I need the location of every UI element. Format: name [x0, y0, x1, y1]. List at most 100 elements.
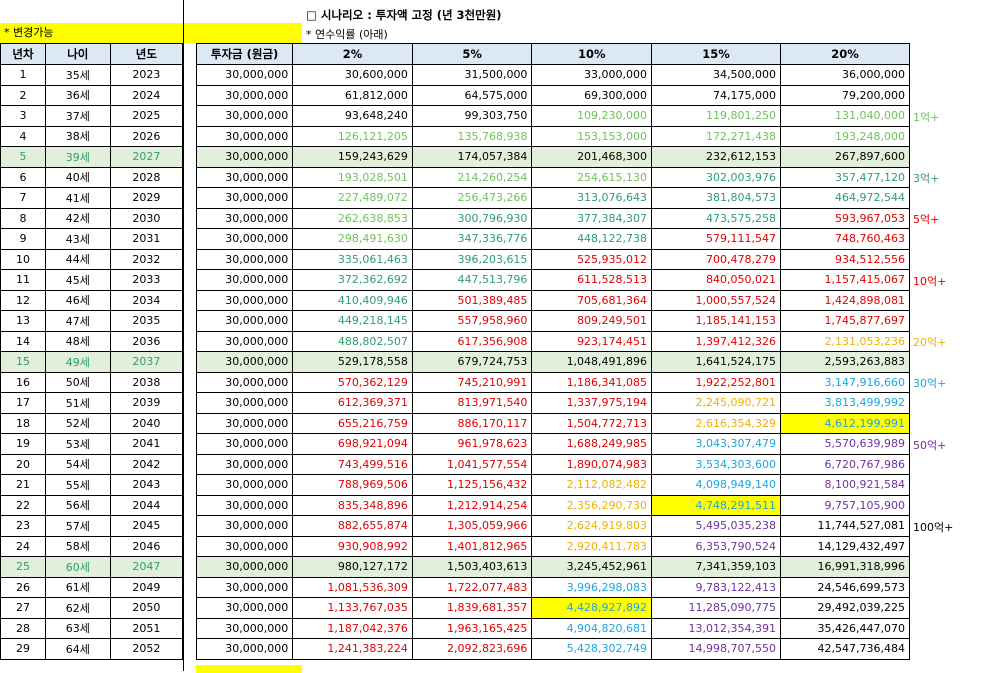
- value-cell[interactable]: 381,804,573: [651, 187, 782, 209]
- year-cell[interactable]: 2041: [109, 433, 184, 455]
- value-cell[interactable]: 64,575,000: [411, 84, 533, 106]
- age-cell[interactable]: 61세: [44, 576, 111, 598]
- table-row[interactable]: 11 45세 2033: [0, 269, 184, 291]
- value-cell[interactable]: 153,153,000: [531, 125, 653, 147]
- age-cell[interactable]: 35세: [44, 64, 111, 86]
- age-cell[interactable]: 48세: [44, 330, 111, 352]
- value-cell[interactable]: 464,972,544: [780, 187, 910, 209]
- value-cell[interactable]: 99,303,750: [411, 105, 533, 127]
- table-row[interactable]: 30,000,000 335,061,463 396,203,615 525,935,…: [195, 248, 910, 270]
- value-cell[interactable]: 2,245,090,721: [651, 392, 782, 414]
- table-row[interactable]: 30,000,000 1,081,536,309 1,722,077,483 3,99…: [195, 576, 910, 598]
- value-cell[interactable]: 501,389,485: [411, 289, 533, 311]
- value-cell[interactable]: 267,897,600: [780, 146, 910, 168]
- value-cell[interactable]: 93,648,240: [292, 105, 413, 127]
- age-cell[interactable]: 40세: [44, 166, 111, 188]
- value-cell[interactable]: 262,638,853: [292, 207, 413, 229]
- table-row[interactable]: 30,000,000 788,969,506 1,125,156,432 2,112,…: [195, 474, 910, 496]
- value-cell[interactable]: 1,839,681,357: [411, 597, 533, 619]
- value-cell[interactable]: 2,356,290,730: [531, 494, 653, 516]
- age-cell[interactable]: 36세: [44, 84, 111, 106]
- value-cell[interactable]: 700,478,279: [651, 248, 782, 270]
- value-cell[interactable]: 1,688,249,985: [531, 433, 653, 455]
- value-cell[interactable]: 372,362,692: [292, 269, 413, 291]
- value-cell[interactable]: 1,081,536,309: [292, 576, 413, 598]
- value-cell[interactable]: 5,495,035,238: [651, 515, 782, 537]
- value-cell[interactable]: 1,401,812,965: [411, 535, 533, 557]
- table-row[interactable]: 22 56세 2044: [0, 494, 184, 516]
- principal-cell[interactable]: 30,000,000: [195, 412, 294, 434]
- value-cell[interactable]: 174,057,384: [411, 146, 533, 168]
- value-cell[interactable]: 193,028,501: [292, 166, 413, 188]
- value-cell[interactable]: 335,061,463: [292, 248, 413, 270]
- value-cell[interactable]: 74,175,000: [651, 84, 782, 106]
- value-cell[interactable]: 302,003,976: [651, 166, 782, 188]
- year-cell[interactable]: 2027: [109, 146, 184, 168]
- year-cell[interactable]: 2039: [109, 392, 184, 414]
- table-row[interactable]: 14 48세 2036: [0, 330, 184, 352]
- table-row[interactable]: 12 46세 2034: [0, 289, 184, 311]
- principal-cell[interactable]: 30,000,000: [195, 228, 294, 250]
- year-index-cell[interactable]: 25: [0, 556, 46, 578]
- value-cell[interactable]: 745,210,991: [411, 371, 533, 393]
- year-cell[interactable]: 2023: [109, 64, 184, 86]
- table-row[interactable]: 10 44세 2032: [0, 248, 184, 270]
- principal-cell[interactable]: 30,000,000: [195, 515, 294, 537]
- principal-cell[interactable]: 30,000,000: [195, 576, 294, 598]
- year-index-cell[interactable]: 11: [0, 269, 46, 291]
- value-cell[interactable]: 525,935,012: [531, 248, 653, 270]
- table-row[interactable]: 4 38세 2026: [0, 125, 184, 147]
- principal-cell[interactable]: 30,000,000: [195, 310, 294, 332]
- value-cell[interactable]: 1,000,557,524: [651, 289, 782, 311]
- table-row[interactable]: 26 61세 2049: [0, 576, 184, 598]
- value-cell[interactable]: 3,147,916,660: [780, 371, 910, 393]
- value-cell[interactable]: 1,185,141,153: [651, 310, 782, 332]
- table-row[interactable]: 18 52세 2040: [0, 412, 184, 434]
- value-cell[interactable]: 30,600,000: [292, 64, 413, 86]
- value-cell[interactable]: 5,428,302,749: [531, 638, 653, 660]
- value-cell[interactable]: 1,504,772,713: [531, 412, 653, 434]
- year-cell[interactable]: 2050: [109, 597, 184, 619]
- year-index-cell[interactable]: 12: [0, 289, 46, 311]
- value-cell[interactable]: 449,218,145: [292, 310, 413, 332]
- value-cell[interactable]: 930,908,992: [292, 535, 413, 557]
- value-cell[interactable]: 35,426,447,070: [780, 617, 910, 639]
- year-index-cell[interactable]: 29: [0, 638, 46, 660]
- year-index-cell[interactable]: 3: [0, 105, 46, 127]
- year-index-cell[interactable]: 2: [0, 84, 46, 106]
- year-index-cell[interactable]: 18: [0, 412, 46, 434]
- table-row[interactable]: 6 40세 2028: [0, 166, 184, 188]
- year-cell[interactable]: 2030: [109, 207, 184, 229]
- table-row[interactable]: 23 57세 2045: [0, 515, 184, 537]
- value-cell[interactable]: 5,570,639,989: [780, 433, 910, 455]
- principal-cell[interactable]: 30,000,000: [195, 597, 294, 619]
- value-cell[interactable]: 980,127,172: [292, 556, 413, 578]
- value-cell[interactable]: 298,491,630: [292, 228, 413, 250]
- value-cell[interactable]: 69,300,000: [531, 84, 653, 106]
- value-cell[interactable]: 447,513,796: [411, 269, 533, 291]
- table-row[interactable]: 19 53세 2041: [0, 433, 184, 455]
- age-cell[interactable]: 50세: [44, 371, 111, 393]
- value-cell[interactable]: 743,499,516: [292, 453, 413, 475]
- value-cell[interactable]: 3,996,298,083: [531, 576, 653, 598]
- table-row[interactable]: 30,000,000 61,812,000 64,575,000 69,300,000…: [195, 84, 910, 106]
- value-cell[interactable]: 109,230,000: [531, 105, 653, 127]
- table-row[interactable]: 17 51세 2039: [0, 392, 184, 414]
- value-cell[interactable]: 159,243,629: [292, 146, 413, 168]
- year-index-cell[interactable]: 4: [0, 125, 46, 147]
- value-cell[interactable]: 809,249,501: [531, 310, 653, 332]
- year-index-cell[interactable]: 7: [0, 187, 46, 209]
- year-cell[interactable]: 2038: [109, 371, 184, 393]
- value-cell[interactable]: 448,122,738: [531, 228, 653, 250]
- value-cell[interactable]: 3,245,452,961: [531, 556, 653, 578]
- year-cell[interactable]: 2033: [109, 269, 184, 291]
- table-row[interactable]: 3 37세 2025: [0, 105, 184, 127]
- value-cell[interactable]: 488,802,507: [292, 330, 413, 352]
- table-row[interactable]: 30,000,000 1,187,042,376 1,963,165,425 4,90…: [195, 617, 910, 639]
- value-cell[interactable]: 61,812,000: [292, 84, 413, 106]
- principal-cell[interactable]: 30,000,000: [195, 351, 294, 373]
- value-cell[interactable]: 1,133,767,035: [292, 597, 413, 619]
- value-cell[interactable]: 8,100,921,584: [780, 474, 910, 496]
- principal-cell[interactable]: 30,000,000: [195, 638, 294, 660]
- value-cell[interactable]: 2,593,263,883: [780, 351, 910, 373]
